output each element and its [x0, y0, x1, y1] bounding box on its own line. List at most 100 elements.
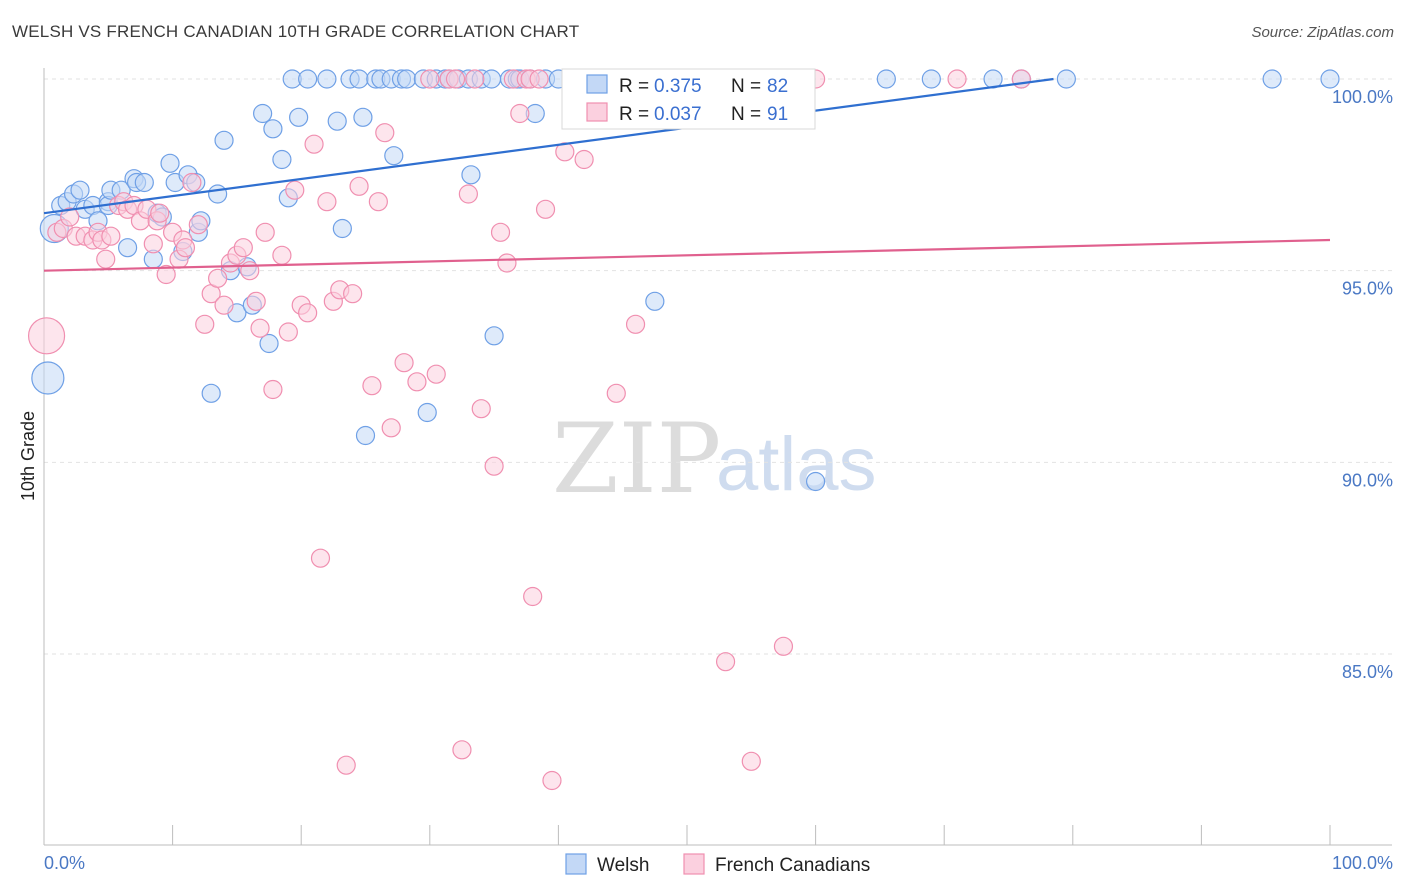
welsh-point-75 — [645, 291, 665, 311]
french-point-77 — [555, 142, 575, 162]
french-point-88 — [773, 636, 794, 656]
y-tick-label-90: 90.0% — [1342, 470, 1393, 490]
french-point-73 — [523, 586, 543, 607]
french-point-24 — [175, 238, 196, 258]
french-point-36 — [250, 318, 270, 338]
french-point-55 — [381, 418, 401, 438]
french-point-90 — [947, 69, 967, 89]
french-point-51 — [349, 176, 369, 196]
y-tick-label-85: 85.0% — [1342, 662, 1393, 682]
bottom-legend-label-welsh: Welsh — [597, 855, 649, 876]
welsh-point-54 — [397, 69, 417, 89]
french-point-70 — [510, 103, 530, 124]
source-label: Source: ZipAtlas.com — [1251, 24, 1394, 41]
french-point-25 — [182, 172, 202, 193]
french-point-33 — [233, 238, 253, 258]
french-point-27 — [195, 314, 215, 334]
french-point-19 — [150, 203, 170, 223]
legend-n-value-welsh: 82 — [767, 76, 788, 97]
welsh-point-47 — [353, 107, 373, 127]
french-point-85 — [715, 652, 736, 672]
french-point-26 — [188, 215, 208, 235]
french-point-52 — [362, 376, 382, 396]
french-point-3 — [60, 207, 80, 227]
french-point-41 — [285, 180, 305, 200]
french-point-80 — [606, 383, 626, 403]
welsh-point-28 — [208, 184, 228, 204]
french-point-49 — [336, 755, 356, 775]
french-point-68 — [497, 253, 517, 273]
bottom-legend-swatch-french — [683, 853, 705, 875]
legend-swatch-french — [586, 102, 608, 122]
x-ticks — [43, 825, 1331, 845]
welsh-point-43 — [327, 111, 347, 131]
french-point-56 — [394, 353, 414, 373]
french-point-64 — [465, 69, 485, 89]
french-point-40 — [278, 322, 298, 342]
french-point-76 — [542, 770, 562, 791]
welsh-point-77 — [876, 69, 896, 89]
legend-r-value-french: 0.037 — [654, 104, 702, 125]
welsh-point-62 — [461, 165, 481, 185]
french-point-61 — [445, 69, 466, 89]
legend-box: R = 0.375 N = 82 R = 0.037 N = 91 — [561, 68, 816, 130]
y-tick-label-95: 95.0% — [1342, 279, 1393, 299]
welsh-point-13 — [117, 238, 138, 258]
watermark-zip: ZIP — [552, 403, 721, 515]
french-trend-line — [43, 238, 1331, 272]
welsh-trend-line — [43, 77, 1054, 215]
bottom-legend-swatch-welsh — [565, 853, 587, 875]
welsh-point-78 — [921, 69, 941, 89]
welsh-point-56 — [417, 402, 437, 423]
legend-r-label-french: R = — [619, 104, 649, 125]
welsh-point-36 — [263, 119, 283, 139]
series-french-points — [27, 69, 1031, 791]
welsh-point-0 — [31, 361, 65, 395]
bottom-legend: Welsh French Canadians — [565, 853, 870, 876]
welsh-point-82 — [1262, 69, 1282, 89]
french-point-34 — [240, 261, 260, 281]
french-point-65 — [471, 399, 491, 419]
welsh-point-44 — [332, 218, 352, 239]
french-point-74 — [529, 69, 549, 89]
french-point-66 — [484, 456, 504, 476]
french-point-45 — [310, 548, 331, 568]
french-point-0 — [27, 317, 66, 355]
welsh-point-48 — [355, 425, 376, 446]
french-point-46 — [317, 192, 337, 212]
french-point-54 — [375, 123, 395, 143]
french-point-62 — [452, 740, 472, 760]
welsh-point-29 — [214, 130, 234, 150]
welsh-point-20 — [160, 153, 180, 173]
welsh-point-40 — [289, 107, 309, 127]
french-point-9 — [96, 249, 116, 269]
welsh-point-52 — [384, 146, 404, 166]
axes — [43, 68, 1392, 846]
french-point-44 — [304, 134, 324, 154]
x-tick-label-0: 0.0% — [44, 853, 85, 873]
welsh-point-34 — [253, 103, 273, 124]
french-point-43 — [298, 303, 318, 323]
legend-n-label-welsh: N = — [731, 76, 761, 97]
welsh-point-64 — [481, 69, 502, 89]
french-point-30 — [214, 295, 234, 315]
french-point-91 — [1011, 69, 1031, 89]
french-point-75 — [535, 199, 556, 219]
french-point-35 — [246, 291, 266, 311]
french-point-10 — [101, 226, 121, 246]
welsh-point-5 — [70, 180, 90, 200]
watermark-atlas: atlas — [716, 422, 877, 507]
bottom-legend-label-french: French Canadians — [715, 855, 870, 876]
y-axis-label: 10th Grade — [18, 411, 38, 501]
y-tick-labels: 85.0% 90.0% 95.0% 100.0% — [1332, 87, 1393, 682]
grid-lines — [44, 78, 1392, 655]
welsh-point-81 — [1056, 69, 1076, 89]
french-point-39 — [272, 245, 292, 265]
french-point-38 — [263, 379, 283, 400]
trend-lines — [43, 77, 1331, 272]
french-point-67 — [490, 222, 511, 242]
welsh-point-46 — [349, 69, 369, 89]
welsh-point-37 — [272, 149, 292, 170]
welsh-point-42 — [317, 69, 337, 89]
